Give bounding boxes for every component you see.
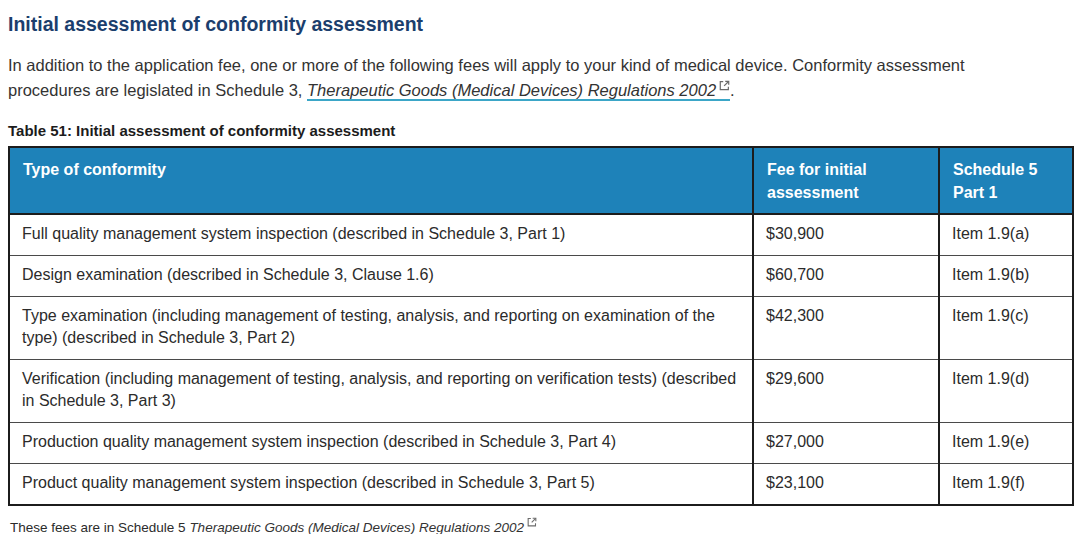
regulations-link-label: Therapeutic Goods (Medical Devices) Regu… xyxy=(307,81,716,99)
table-row: Verification (including management of te… xyxy=(9,360,1073,423)
page-content: Initial assessment of conformity assessm… xyxy=(0,13,1080,534)
col-header-type-of-conformity: Type of conformity xyxy=(9,147,753,214)
schedule-item-cell: Item 1.9(a) xyxy=(939,214,1073,256)
table-row: Full quality management system inspectio… xyxy=(9,214,1073,256)
footnote: These fees are in Schedule 5 Therapeutic… xyxy=(10,517,1072,534)
conformity-type-cell: Production quality management system ins… xyxy=(9,423,753,464)
schedule-item-cell: Item 1.9(e) xyxy=(939,423,1073,464)
fee-cell: $23,100 xyxy=(753,464,939,506)
intro-text-after-link: . xyxy=(730,81,735,99)
fee-cell: $27,000 xyxy=(753,423,939,464)
fee-cell: $60,700 xyxy=(753,256,939,297)
schedule-item-cell: Item 1.9(d) xyxy=(939,360,1073,423)
fee-cell: $29,600 xyxy=(753,360,939,423)
page-title: Initial assessment of conformity assessm… xyxy=(8,13,1072,36)
table-row: Type examination (including management o… xyxy=(9,297,1073,360)
schedule-item-cell: Item 1.9(f) xyxy=(939,464,1073,506)
table-caption: Table 51: Initial assessment of conformi… xyxy=(8,122,1072,140)
regulations-link[interactable]: Therapeutic Goods (Medical Devices) Regu… xyxy=(307,81,730,101)
col-header-schedule: Schedule 5 Part 1 xyxy=(939,147,1073,214)
table-row: Product quality management system inspec… xyxy=(9,464,1073,506)
table-row: Production quality management system ins… xyxy=(9,423,1073,464)
table-header-row: Type of conformity Fee for initial asses… xyxy=(9,147,1073,214)
footnote-regulations-link-label: Therapeutic Goods (Medical Devices) Regu… xyxy=(189,520,524,534)
footnote-regulations-link[interactable]: Therapeutic Goods (Medical Devices) Regu… xyxy=(189,520,538,534)
fees-table: Type of conformity Fee for initial asses… xyxy=(8,146,1074,506)
conformity-type-cell: Full quality management system inspectio… xyxy=(9,214,753,256)
external-link-icon xyxy=(719,80,730,91)
fee-cell: $42,300 xyxy=(753,297,939,360)
intro-paragraph: In addition to the application fee, one … xyxy=(8,53,1050,103)
footnote-text-before-link: These fees are in Schedule 5 xyxy=(10,520,189,534)
fee-cell: $30,900 xyxy=(753,214,939,256)
schedule-item-cell: Item 1.9(b) xyxy=(939,256,1073,297)
schedule-item-cell: Item 1.9(c) xyxy=(939,297,1073,360)
conformity-type-cell: Verification (including management of te… xyxy=(9,360,753,423)
conformity-type-cell: Design examination (described in Schedul… xyxy=(9,256,753,297)
conformity-type-cell: Type examination (including management o… xyxy=(9,297,753,360)
conformity-type-cell: Product quality management system inspec… xyxy=(9,464,753,506)
external-link-icon xyxy=(527,517,538,528)
col-header-fee: Fee for initial assessment xyxy=(753,147,939,214)
table-row: Design examination (described in Schedul… xyxy=(9,256,1073,297)
